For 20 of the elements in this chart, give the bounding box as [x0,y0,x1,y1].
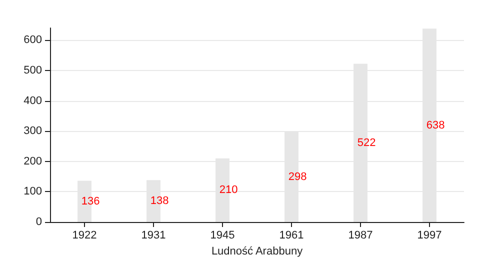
x-axis-title: Ludność Arabbuny [211,246,304,258]
y-tick-label: 0 [36,216,42,228]
x-tick-label: 1945 [210,230,235,242]
data-label: 136 [81,195,100,208]
x-tick-label: 1961 [279,230,304,242]
data-label: 522 [357,136,376,149]
y-tick-label: 300 [24,125,42,138]
data-label: 210 [219,184,238,196]
x-tick-label: 1997 [417,230,442,242]
data-label: 298 [288,170,307,183]
data-label: 138 [150,195,169,208]
x-tick-label: 1987 [348,230,373,242]
x-tick-label: 1931 [141,230,166,242]
data-label: 638 [426,119,445,132]
x-tick-label: 1922 [72,230,97,242]
y-tick-label: 100 [24,186,42,198]
y-tick-label: 600 [24,34,42,46]
y-tick-label: 200 [24,155,42,168]
y-tick-label: 500 [24,64,42,76]
y-tick-label: 400 [24,94,42,107]
